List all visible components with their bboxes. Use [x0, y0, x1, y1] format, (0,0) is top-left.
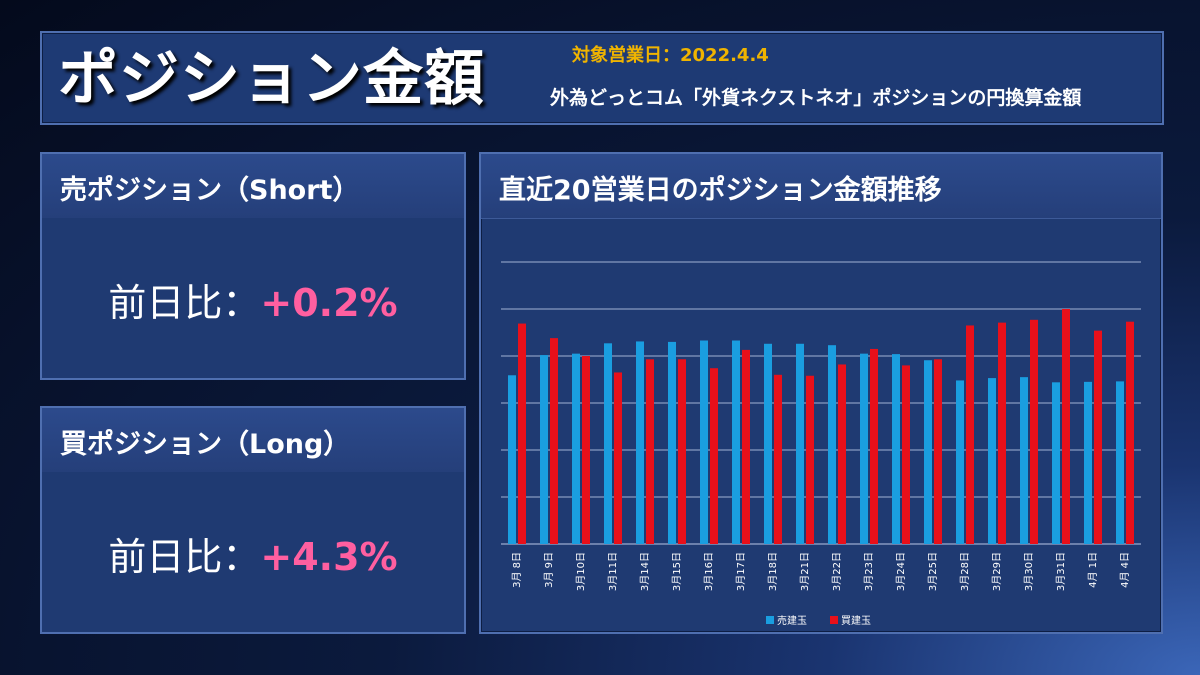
page-subtitle: 外為どっとコム「外貨ネクストネオ」ポジションの円換算金額 — [550, 87, 1082, 109]
short-bar — [796, 343, 804, 544]
header-panel: ポジション金額 対象営業日：2022.4.4 外為どっとコム「外貨ネクストネオ」… — [40, 31, 1164, 125]
short-bar — [572, 353, 580, 544]
legend-label-long: 買建玉 — [841, 614, 871, 627]
x-tick-label: 3月14日 — [639, 552, 651, 591]
short-bar — [764, 343, 772, 544]
short-bar — [732, 340, 740, 544]
short-bar — [668, 341, 676, 544]
x-tick-label: 3月23日 — [863, 552, 875, 591]
short-bar — [1084, 381, 1092, 544]
page-title: ポジション金額 — [58, 44, 485, 114]
x-tick-label: 3月 9日 — [543, 552, 555, 588]
long-change-stat: 前日比：+4.3% — [42, 526, 464, 581]
x-tick-label: 3月25日 — [927, 552, 939, 591]
short-change-label: 前日比： — [108, 281, 261, 325]
long-bar — [678, 359, 686, 544]
x-tick-label: 3月30日 — [1023, 552, 1035, 591]
long-bar — [966, 325, 974, 544]
short-change-value: +0.2% — [260, 281, 398, 325]
legend-swatch-long — [830, 616, 838, 624]
short-bar — [1020, 377, 1028, 544]
x-tick-label: 3月15日 — [671, 552, 683, 591]
short-bar — [700, 340, 708, 544]
long-bar — [902, 365, 910, 544]
chart-card-title: 直近20営業日のポジション金額推移 — [499, 175, 942, 206]
long-bar — [774, 374, 782, 544]
long-card-title: 買ポジション（Long） — [60, 429, 351, 460]
chart-card: 直近20営業日のポジション金額推移 3月 8日 3月 9日 3月10日 3月11日 3月… — [479, 152, 1163, 634]
x-tick-label: 3月16日 — [703, 552, 715, 591]
long-bar — [614, 372, 622, 544]
long-bar — [998, 322, 1006, 544]
short-card-header: 売ポジション（Short） — [42, 154, 464, 219]
legend-swatch-short — [766, 616, 774, 624]
short-card-title: 売ポジション（Short） — [60, 175, 360, 206]
long-bar — [550, 338, 558, 544]
short-change-stat: 前日比：+0.2% — [42, 272, 464, 327]
short-bar — [988, 378, 996, 544]
long-card-body: 前日比：+4.3% — [42, 472, 464, 632]
short-bar — [540, 355, 548, 544]
long-bar — [1030, 319, 1038, 544]
x-tick-label: 3月11日 — [607, 552, 619, 591]
x-tick-label: 3月28日 — [959, 552, 971, 591]
short-bar — [892, 354, 900, 544]
long-bar — [1094, 330, 1102, 544]
short-bar — [508, 375, 516, 544]
x-tick-label: 3月18日 — [767, 552, 779, 591]
long-change-value: +4.3% — [260, 535, 398, 579]
long-bar — [646, 359, 654, 544]
short-position-card: 売ポジション（Short） 前日比：+0.2% — [40, 152, 466, 380]
legend-label-short: 売建玉 — [777, 614, 807, 627]
long-bar — [806, 375, 814, 544]
x-tick-label: 3月31日 — [1055, 552, 1067, 591]
x-tick-label: 3月24日 — [895, 552, 907, 591]
long-bar — [838, 364, 846, 544]
long-bar — [870, 348, 878, 544]
short-bar — [1116, 381, 1124, 544]
short-bar — [860, 353, 868, 544]
position-bar-chart: 3月 8日 3月 9日 3月10日 3月11日 3月14日 3月15日 3月16日 3月17日… — [501, 261, 1141, 627]
chart-card-header: 直近20営業日のポジション金額推移 — [481, 154, 1161, 219]
short-bar — [828, 345, 836, 544]
x-tick-label: 3月10日 — [575, 552, 587, 591]
long-bar — [742, 349, 750, 544]
long-bar — [582, 356, 590, 544]
long-bar — [518, 323, 526, 544]
long-bar — [934, 359, 942, 544]
long-card-header: 買ポジション（Long） — [42, 408, 464, 473]
long-position-card: 買ポジション（Long） 前日比：+4.3% — [40, 406, 466, 634]
x-tick-label: 3月 8日 — [511, 552, 523, 588]
x-tick-label: 4月 1日 — [1087, 552, 1099, 588]
long-bar — [1126, 321, 1134, 544]
long-bar — [710, 368, 718, 544]
x-tick-label: 3月22日 — [831, 552, 843, 591]
x-tick-label: 3月17日 — [735, 552, 747, 591]
short-bar — [604, 343, 612, 544]
short-bar — [956, 380, 964, 544]
x-tick-label: 4月 4日 — [1119, 552, 1131, 588]
long-change-label: 前日比： — [108, 535, 261, 579]
short-bar — [924, 360, 932, 544]
short-bar — [636, 341, 644, 544]
short-bar — [1052, 382, 1060, 544]
x-tick-label: 3月21日 — [799, 552, 811, 591]
long-bar — [1062, 309, 1070, 544]
x-tick-label: 3月29日 — [991, 552, 1003, 591]
target-date: 対象営業日：2022.4.4 — [572, 45, 769, 66]
short-card-body: 前日比：+0.2% — [42, 218, 464, 378]
